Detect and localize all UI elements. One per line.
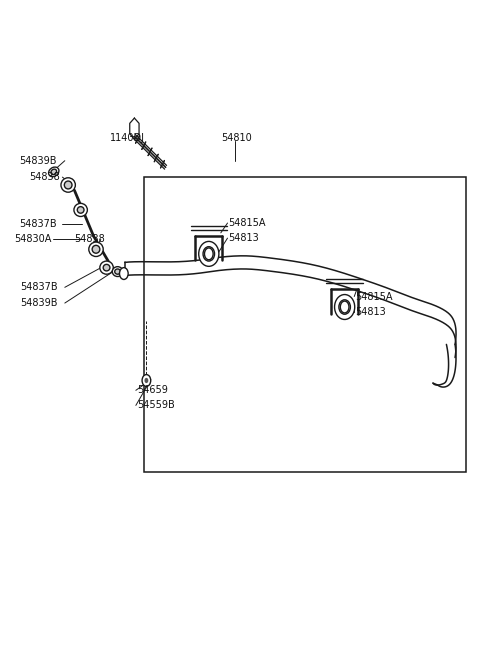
Text: 54559B: 54559B — [137, 400, 175, 411]
Ellipse shape — [199, 241, 219, 266]
Ellipse shape — [339, 300, 350, 314]
Text: 54838: 54838 — [74, 234, 105, 245]
Text: 54837B: 54837B — [19, 219, 57, 230]
Text: 54815A: 54815A — [228, 218, 265, 228]
Ellipse shape — [89, 242, 103, 256]
Ellipse shape — [77, 207, 84, 213]
Ellipse shape — [103, 264, 110, 271]
Text: 54839B: 54839B — [20, 298, 58, 308]
Bar — [144, 177, 466, 472]
Ellipse shape — [61, 178, 75, 192]
Circle shape — [340, 301, 349, 313]
Circle shape — [120, 268, 128, 279]
Ellipse shape — [112, 266, 123, 277]
Text: 54830A: 54830A — [14, 234, 52, 245]
Ellipse shape — [335, 295, 355, 319]
Ellipse shape — [74, 203, 87, 216]
Text: 1140DJ: 1140DJ — [110, 133, 145, 143]
Ellipse shape — [92, 245, 100, 253]
Text: 54839B: 54839B — [19, 155, 57, 166]
Circle shape — [142, 375, 151, 386]
Text: 54659: 54659 — [137, 385, 168, 396]
Ellipse shape — [64, 181, 72, 189]
Text: 54813: 54813 — [228, 233, 259, 243]
Ellipse shape — [203, 247, 215, 261]
Text: 54838: 54838 — [29, 172, 60, 182]
Text: 54810: 54810 — [221, 133, 252, 143]
Ellipse shape — [100, 261, 113, 274]
Ellipse shape — [51, 169, 57, 174]
Ellipse shape — [48, 167, 59, 176]
Circle shape — [204, 248, 213, 260]
Ellipse shape — [115, 269, 120, 274]
Text: 54813: 54813 — [355, 306, 386, 317]
Text: 54815A: 54815A — [355, 291, 393, 302]
Circle shape — [144, 378, 148, 383]
Text: 54837B: 54837B — [20, 282, 58, 293]
